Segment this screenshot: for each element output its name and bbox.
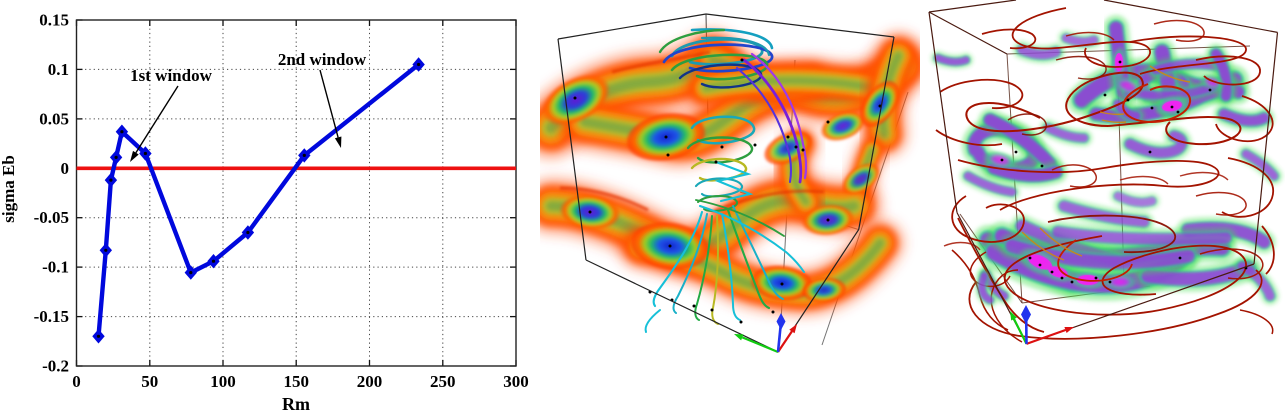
svg-text:50: 50 bbox=[141, 372, 158, 391]
svg-text:0: 0 bbox=[72, 372, 81, 391]
svg-text:100: 100 bbox=[210, 372, 236, 391]
svg-text:-0.1: -0.1 bbox=[42, 258, 69, 277]
svg-text:Rm: Rm bbox=[282, 394, 310, 413]
svg-text:-0.2: -0.2 bbox=[42, 357, 69, 376]
svg-text:1st window: 1st window bbox=[130, 66, 212, 85]
svg-text:150: 150 bbox=[283, 372, 309, 391]
svg-text:200: 200 bbox=[357, 372, 383, 391]
svg-text:300: 300 bbox=[503, 372, 529, 391]
svg-text:-0.15: -0.15 bbox=[34, 307, 69, 326]
svg-text:0.05: 0.05 bbox=[39, 109, 69, 128]
svg-text:0: 0 bbox=[61, 159, 70, 178]
svg-text:-0.05: -0.05 bbox=[34, 208, 69, 227]
svg-text:2nd window: 2nd window bbox=[278, 50, 367, 69]
svg-text:0.1: 0.1 bbox=[48, 60, 69, 79]
svg-text:sigma Eb: sigma Eb bbox=[0, 155, 18, 223]
svg-text:250: 250 bbox=[430, 372, 456, 391]
svg-text:0.15: 0.15 bbox=[39, 11, 69, 30]
